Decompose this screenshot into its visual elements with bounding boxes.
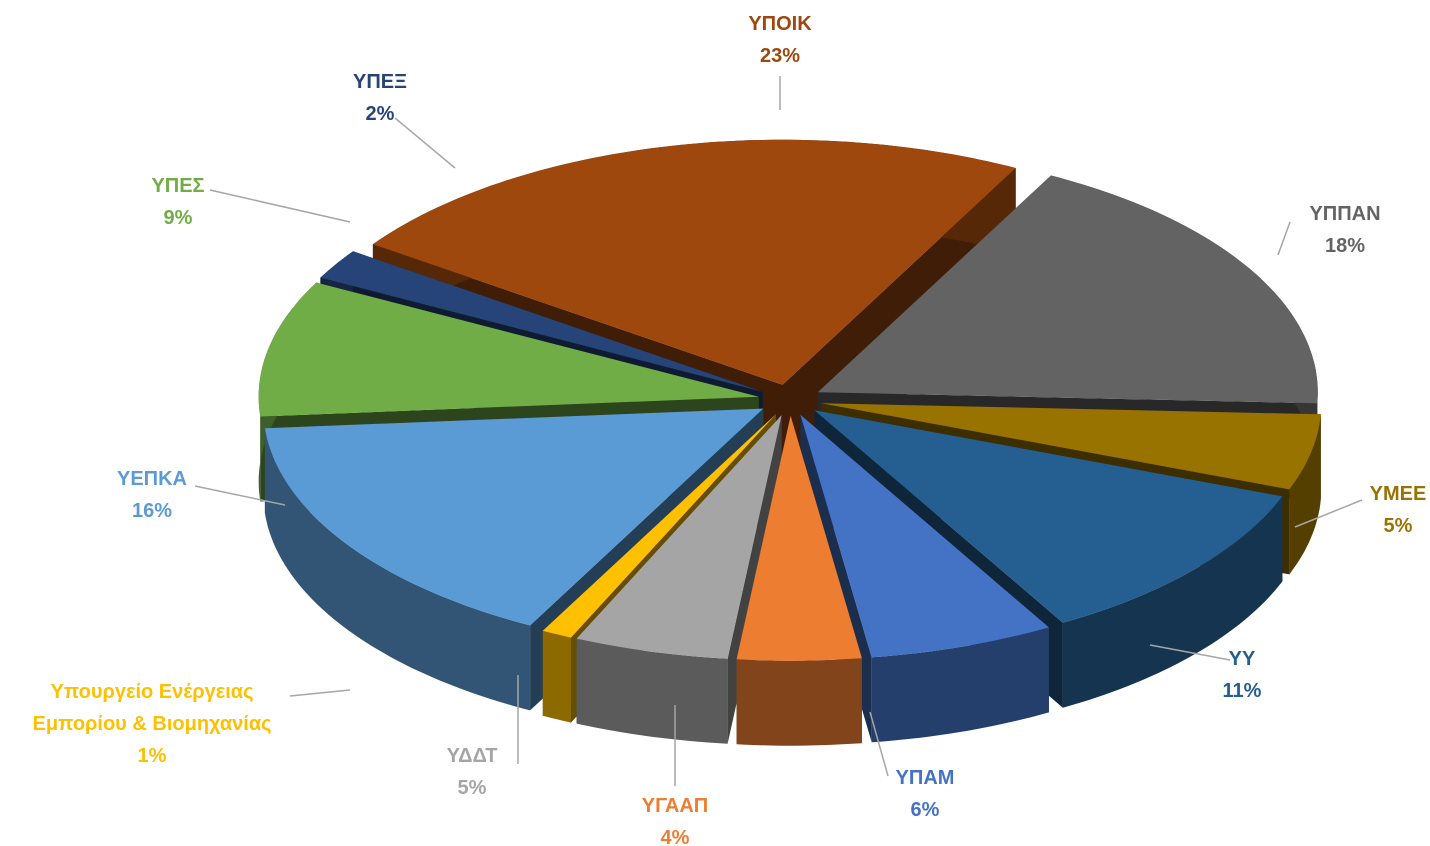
slice-wall (576, 638, 728, 744)
slice (736, 415, 862, 661)
category-label: ΥΠΑΜ (895, 767, 955, 789)
slice (821, 403, 1321, 490)
slice (542, 414, 776, 638)
leader-line (209, 189, 351, 223)
data-label: ΥΔΔΤ 5% (322, 740, 622, 804)
slice (800, 414, 1049, 658)
percent-label: 16% (131, 500, 173, 522)
category-label: ΥΠΠΑΝ (1309, 203, 1381, 225)
data-label: ΥΕΠΚΑ 16% (2, 463, 302, 527)
data-label: ΥΜΕΕ 5% (1248, 478, 1430, 542)
slice (258, 282, 759, 417)
data-label: ΥΠΠΑΝ 18% (1195, 198, 1430, 262)
percent-label: 2% (365, 103, 395, 125)
slice (576, 415, 782, 659)
data-label: ΥΠΑΜ 6% (775, 762, 1075, 826)
leader-line (869, 711, 889, 777)
percent-label: 4% (660, 827, 690, 846)
category-label: ΥΔΔΤ (446, 745, 498, 767)
slice-wall (1289, 414, 1321, 575)
category-label: ΥΓΑΑΠ (641, 795, 709, 817)
percent-label: 1% (137, 745, 167, 767)
percent-label: 23% (759, 45, 801, 67)
category-label: ΥΠΕΣ (151, 175, 205, 197)
leader-line (194, 485, 286, 506)
slice-wall (264, 428, 531, 711)
leader-line (1294, 499, 1363, 528)
slice-wall (542, 630, 571, 723)
data-label: ΥΥ 11% (1092, 643, 1392, 707)
leader-line (289, 689, 351, 697)
slice (814, 410, 1283, 623)
slice (320, 251, 763, 392)
leader-line (1277, 221, 1291, 256)
slice (264, 408, 764, 626)
leader-line (1149, 644, 1231, 661)
data-label: ΥΠΟΙΚ 23% (630, 8, 930, 72)
category-label: ΥΠΕΞ (353, 71, 407, 93)
data-label: Υπουργείο Ενέργειας Εμπορίου & Βιομηχανί… (2, 676, 302, 772)
percent-label: 9% (163, 207, 193, 229)
data-label: ΥΠΕΞ 2% (230, 66, 530, 130)
percent-label: 5% (1383, 515, 1413, 537)
slice (817, 175, 1318, 404)
slice-wall (871, 627, 1049, 743)
percent-label: 6% (910, 799, 940, 821)
category-label: Υπουργείο Ενέργειας Εμπορίου & Βιομηχανί… (32, 681, 272, 735)
percent-label: 5% (457, 777, 487, 799)
category-label: ΥΜΕΕ (1369, 483, 1427, 505)
category-label: ΥΥ (1228, 648, 1256, 670)
category-label: ΥΕΠΚΑ (116, 468, 187, 490)
slice-wall (736, 658, 862, 746)
slice-wall (1062, 496, 1283, 708)
percent-label: 11% (1222, 680, 1262, 702)
data-label: ΥΠΕΣ 9% (28, 170, 328, 234)
percent-label: 18% (1324, 235, 1366, 257)
leader-line (394, 117, 456, 169)
category-label: ΥΠΟΙΚ (748, 13, 812, 35)
data-label: ΥΓΑΑΠ 4% (525, 790, 825, 846)
slice (372, 139, 1016, 385)
